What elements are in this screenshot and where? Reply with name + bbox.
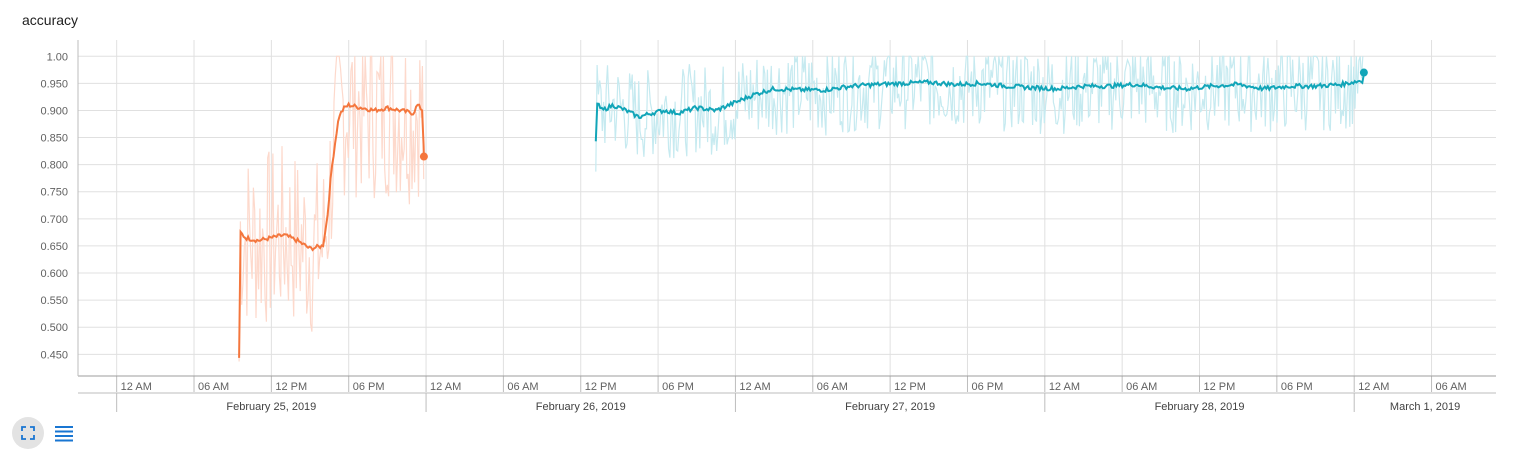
list-icon — [55, 426, 73, 442]
y-tick-label: 0.600 — [40, 268, 68, 280]
chart-title: accuracy — [22, 12, 79, 28]
x-tick-label: 06 AM — [817, 381, 848, 393]
raw-series-layer — [238, 54, 1364, 362]
axes: 0.450 0.500 0.550 0.600 0.650 0.700 0.750 0.800… — [40, 40, 1496, 413]
smoothed-series-layer — [238, 68, 1368, 358]
x-tick-label: 06 AM — [198, 381, 229, 393]
fullscreen-button[interactable] — [12, 417, 44, 449]
series-endpoint-1 — [419, 152, 428, 161]
raw-trace-2 — [595, 54, 1364, 172]
x-tick-label: 06 AM — [1126, 381, 1157, 393]
accuracy-chart[interactable]: 0.450 0.500 0.550 0.600 0.650 0.700 0.750 0.800… — [0, 0, 1525, 414]
series-line-1 — [238, 101, 425, 358]
date-tick-label: February 27, 2019 — [845, 401, 935, 413]
date-tick-label: February 25, 2019 — [226, 401, 316, 413]
date-tick-label: February 28, 2019 — [1155, 401, 1245, 413]
x-tick-label: 06 PM — [971, 381, 1003, 393]
x-tick-label: 12 AM — [430, 381, 461, 393]
series-endpoint-2 — [1359, 68, 1368, 77]
x-tick-label: 06 AM — [507, 381, 538, 393]
y-tick-label: 0.750 — [40, 187, 68, 199]
y-tick-label: 0.850 — [40, 133, 68, 145]
x-tick-label: 12 PM — [585, 381, 617, 393]
y-tick-label: 0.550 — [40, 295, 68, 307]
x-tick-label: 12 AM — [1358, 381, 1389, 393]
y-tick-label: 1.00 — [47, 51, 68, 63]
x-tick-label: 12 AM — [739, 381, 770, 393]
y-tick-label: 0.700 — [40, 214, 68, 226]
fullscreen-icon — [21, 426, 35, 440]
date-tick-label: February 26, 2019 — [536, 401, 626, 413]
x-tick-label: 06 PM — [662, 381, 694, 393]
y-tick-label: 0.950 — [40, 78, 68, 90]
x-tick-label: 12 AM — [1049, 381, 1080, 393]
chart-toolbar — [12, 417, 76, 449]
series-line-2 — [594, 72, 1365, 142]
y-tick-label: 0.450 — [40, 349, 68, 361]
x-tick-label: 06 PM — [353, 381, 385, 393]
y-tick-label: 0.900 — [40, 105, 68, 117]
x-tick-label: 06 PM — [1281, 381, 1313, 393]
x-tick-label: 12 PM — [275, 381, 307, 393]
x-tick-label: 12 PM — [1204, 381, 1236, 393]
x-tick-label: 12 AM — [121, 381, 152, 393]
y-tick-label: 0.500 — [40, 322, 68, 334]
raw-trace-1 — [238, 55, 425, 362]
y-tick-label: 0.800 — [40, 160, 68, 172]
x-tick-label: 12 PM — [894, 381, 926, 393]
date-tick-label: March 1, 2019 — [1390, 401, 1460, 413]
show-data-button[interactable] — [52, 417, 76, 449]
x-tick-label: 06 AM — [1436, 381, 1467, 393]
y-tick-label: 0.650 — [40, 241, 68, 253]
